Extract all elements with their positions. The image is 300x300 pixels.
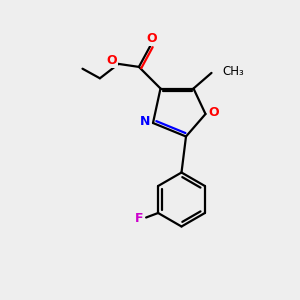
Text: CH₃: CH₃ <box>222 65 244 78</box>
Text: O: O <box>146 32 157 45</box>
Text: O: O <box>106 54 117 67</box>
Text: N: N <box>140 115 150 128</box>
Text: F: F <box>135 212 144 225</box>
Text: O: O <box>208 106 219 119</box>
